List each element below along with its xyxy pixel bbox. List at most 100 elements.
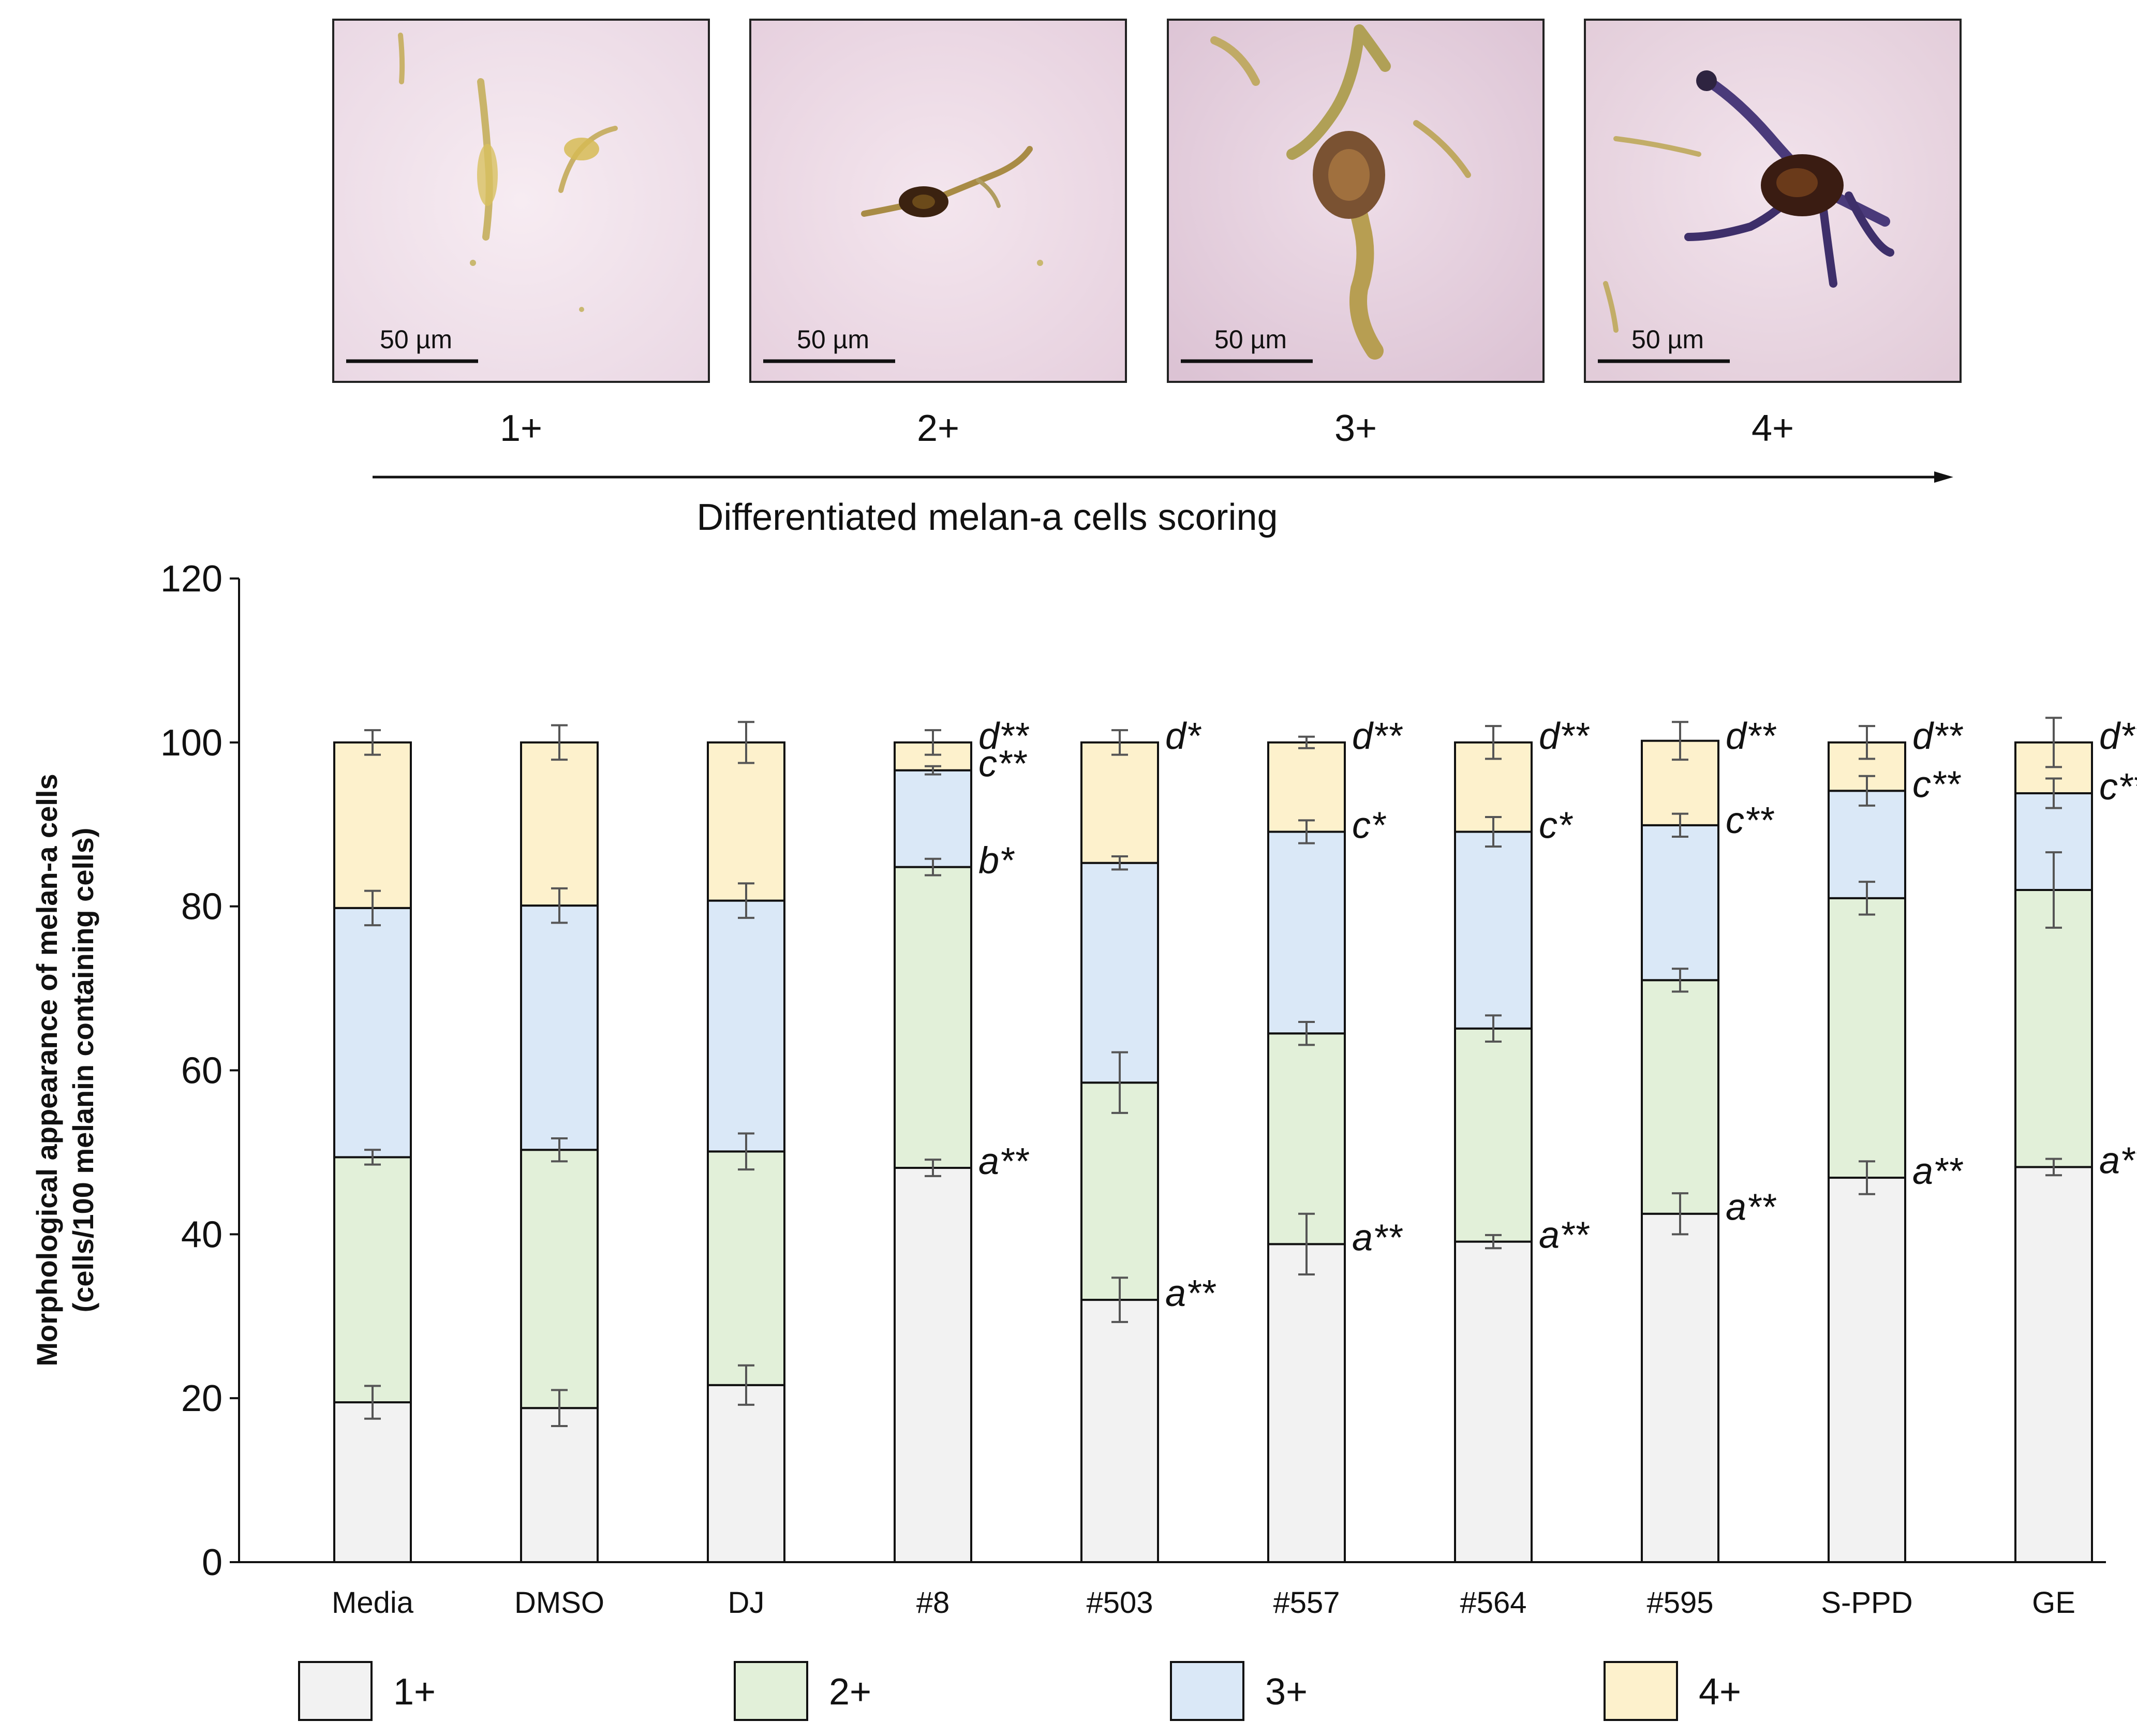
bar-segment-1+-DJ (707, 1384, 785, 1564)
legend-label-1+: 1+ (393, 1671, 436, 1713)
bar-segment-2+-#557 (1267, 1032, 1346, 1245)
micrograph-panel-1: 50 µm (332, 19, 710, 383)
bar-segment-2+-DJ (707, 1150, 785, 1386)
x-tick-label: DJ (728, 1586, 765, 1620)
bar-segment-3+-DMSO (520, 904, 599, 1151)
x-tick-label: GE (2032, 1586, 2075, 1620)
bar-segment-1+-Media (333, 1401, 412, 1563)
significance-annotation: a** (1912, 1151, 1963, 1192)
bar-segment-4+-#557 (1267, 741, 1346, 833)
x-tick-label: DMSO (514, 1586, 604, 1620)
scale-bar-label: 50 µm (380, 325, 452, 354)
significance-annotation: d* (1165, 716, 1201, 757)
significance-annotation: d** (1539, 716, 1590, 757)
significance-annotation: d** (2099, 716, 2137, 757)
bar-segment-1+-#595 (1641, 1212, 1719, 1564)
stacked-bar-chart: 0 20 40 60 80 100 120 Morphological appearance … (31, 558, 2137, 1620)
bar-segment-3+-#564 (1454, 830, 1533, 1030)
scale-bar-label: 50 µm (1214, 325, 1287, 354)
micrograph-panel-3: 50 µm (1167, 19, 1545, 383)
bar-segment-3+-#557 (1267, 830, 1346, 1035)
legend-swatch-3+ (1170, 1661, 1244, 1721)
bar-segment-4+-Media (333, 741, 412, 909)
x-tick-label: #557 (1273, 1586, 1340, 1620)
legend-swatch-2+ (734, 1661, 808, 1721)
bar-segment-2+-#503 (1080, 1081, 1159, 1301)
x-tick-label: #503 (1086, 1586, 1153, 1620)
x-tick-label: #564 (1460, 1586, 1526, 1620)
x-tick-label: #595 (1646, 1586, 1713, 1620)
bar-segment-1+-GE (2014, 1166, 2093, 1563)
significance-annotation: c** (1912, 764, 1961, 805)
bar-segment-4+-DJ (707, 741, 785, 902)
panel-label-2: 2+ (917, 408, 959, 449)
legend-swatch-1+ (298, 1661, 373, 1721)
scoring-title: Differentiated melan-a cells scoring (696, 497, 1278, 538)
bar-segment-2+-#595 (1641, 979, 1719, 1215)
bar-segment-1+-#564 (1454, 1240, 1533, 1563)
significance-annotation: d** (978, 716, 1029, 757)
bar-segment-2+-#564 (1454, 1027, 1533, 1243)
cell-image (1210, 24, 1471, 360)
y-axis-label-line1: Morphological appearance of melan-a cell… (31, 774, 63, 1366)
y-tick-label: 120 (160, 558, 222, 600)
significance-annotation: c** (2099, 766, 2137, 808)
significance-annotation: c* (1352, 805, 1386, 847)
bar-segment-3+-#595 (1641, 824, 1719, 982)
cell-image (398, 33, 618, 312)
significance-annotation: d** (1726, 716, 1776, 757)
bar-segment-1+-#503 (1080, 1299, 1159, 1563)
bar-segment-4+-#503 (1080, 741, 1159, 864)
legend-label-2+: 2+ (829, 1671, 871, 1713)
significance-annotation: a** (1165, 1273, 1216, 1314)
significance-annotation: c** (978, 744, 1027, 785)
bar-segment-2+-DMSO (520, 1149, 599, 1409)
bar-segment-3+-S-PPD (1828, 790, 1906, 899)
scoring-arrow-head (1934, 471, 1953, 483)
y-tick-label: 60 (181, 1050, 222, 1092)
scale-bar-label: 50 µm (797, 325, 869, 354)
bar-segment-4+-DMSO (520, 741, 599, 907)
significance-annotation: a** (978, 1141, 1029, 1182)
legend-swatch-4+ (1604, 1661, 1678, 1721)
y-tick-label: 20 (181, 1378, 222, 1419)
panel-label-1: 1+ (500, 408, 542, 449)
significance-annotation: c* (1539, 805, 1573, 847)
panel-label-4: 4+ (1752, 408, 1794, 449)
bar-segment-1+-#8 (894, 1167, 972, 1564)
panel-label-3: 3+ (1334, 408, 1377, 449)
significance-annotation: a** (2099, 1140, 2137, 1181)
significance-annotation: d** (1912, 716, 1963, 757)
y-axis-label-line2: (cells/100 melanin containing cells) (67, 828, 99, 1313)
x-tick-label: #8 (916, 1586, 950, 1620)
y-tick-label: 100 (160, 722, 222, 764)
significance-annotation: b* (978, 840, 1015, 882)
bar-segment-3+-Media (333, 907, 412, 1159)
micrograph-panel-2: 50 µm (749, 19, 1127, 383)
bar-segment-3+-#8 (894, 769, 972, 868)
bar-segment-1+-S-PPD (1828, 1177, 1906, 1564)
bar-segment-2+-GE (2014, 888, 2093, 1168)
bar-segment-1+-#557 (1267, 1243, 1346, 1563)
significance-annotation: d** (1352, 716, 1403, 757)
y-tick-label: 40 (181, 1214, 222, 1255)
significance-annotation: a** (1726, 1187, 1776, 1228)
cell-image (861, 146, 1043, 266)
bar-segment-3+-#503 (1080, 862, 1159, 1084)
x-tick-label: S-PPD (1821, 1586, 1912, 1620)
cell-image (1603, 70, 1894, 333)
bar-segment-2+-S-PPD (1828, 897, 1906, 1179)
bar-segment-2+-#8 (894, 866, 972, 1169)
significance-annotation: a** (1539, 1215, 1590, 1256)
y-tick-label: 0 (202, 1542, 222, 1583)
bar-segment-1+-DMSO (520, 1407, 599, 1564)
legend-label-4+: 4+ (1699, 1671, 1741, 1713)
significance-annotation: c** (1726, 800, 1774, 841)
bar-segment-2+-Media (333, 1156, 412, 1404)
y-axis-label: Morphological appearance of melan-a cell… (31, 774, 99, 1366)
legend: 1+ 2+ 3+ 4+ (298, 1661, 1741, 1721)
micrograph-panel-4: 50 µm (1584, 19, 1962, 383)
y-tick-label: 80 (181, 886, 222, 928)
bar-segment-3+-DJ (707, 899, 785, 1153)
